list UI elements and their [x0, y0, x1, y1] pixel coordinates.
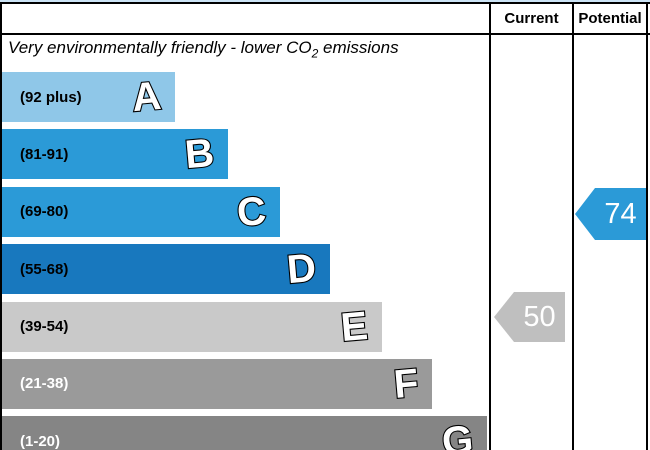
chart-title: Very environmentally friendly - lower CO…	[8, 38, 399, 60]
band-a-letter: A	[129, 73, 164, 122]
current-column-header: Current	[504, 10, 559, 27]
current-value: 50	[523, 300, 556, 333]
band-f: (21-38) F	[2, 358, 432, 409]
chart-title-subscript: 2	[311, 46, 319, 61]
band-c-range-label: (69-80)	[20, 203, 69, 221]
band-d: (55-68) D	[2, 244, 330, 295]
band-b-letter: B	[182, 130, 217, 179]
band-a: (92 plus) A	[2, 72, 175, 122]
chart-title-suffix: emissions	[318, 38, 399, 57]
current-arrow: 50	[494, 292, 565, 342]
band-f-range-label: (21-38)	[20, 375, 69, 393]
band-d-range-label: (55-68)	[20, 260, 69, 278]
band-a-range-label: (92 plus)	[20, 88, 82, 106]
potential-arrow: 74	[575, 188, 646, 240]
border-right	[646, 2, 648, 450]
band-e-letter: E	[338, 302, 371, 350]
band-e: (39-54) E	[2, 301, 382, 352]
band-g: (1-20) G	[2, 416, 487, 450]
band-e-range-label: (39-54)	[20, 318, 69, 336]
header-underline	[0, 33, 650, 35]
chart-title-text: Very environmentally friendly - lower CO	[8, 38, 312, 57]
band-c: (69-80) C	[2, 186, 280, 237]
band-b: (81-91) B	[2, 129, 228, 180]
band-d-letter: D	[284, 245, 319, 294]
border-top	[0, 2, 650, 4]
bands-container: (92 plus) A (81-91) B (69-80) C (55-68) …	[2, 72, 490, 450]
potential-column-header: Potential	[578, 10, 642, 27]
potential-value: 74	[604, 197, 637, 230]
band-c-letter: C	[234, 188, 269, 237]
band-b-range-label: (81-91)	[20, 145, 69, 163]
top-edge-sliver	[0, 0, 650, 2]
band-f-letter: F	[391, 360, 421, 408]
divider-potential-column	[572, 2, 574, 450]
band-g-letter: G	[439, 417, 476, 450]
band-g-range-label: (1-20)	[20, 432, 61, 450]
border-left	[0, 2, 2, 450]
divider-current-column	[489, 2, 491, 450]
